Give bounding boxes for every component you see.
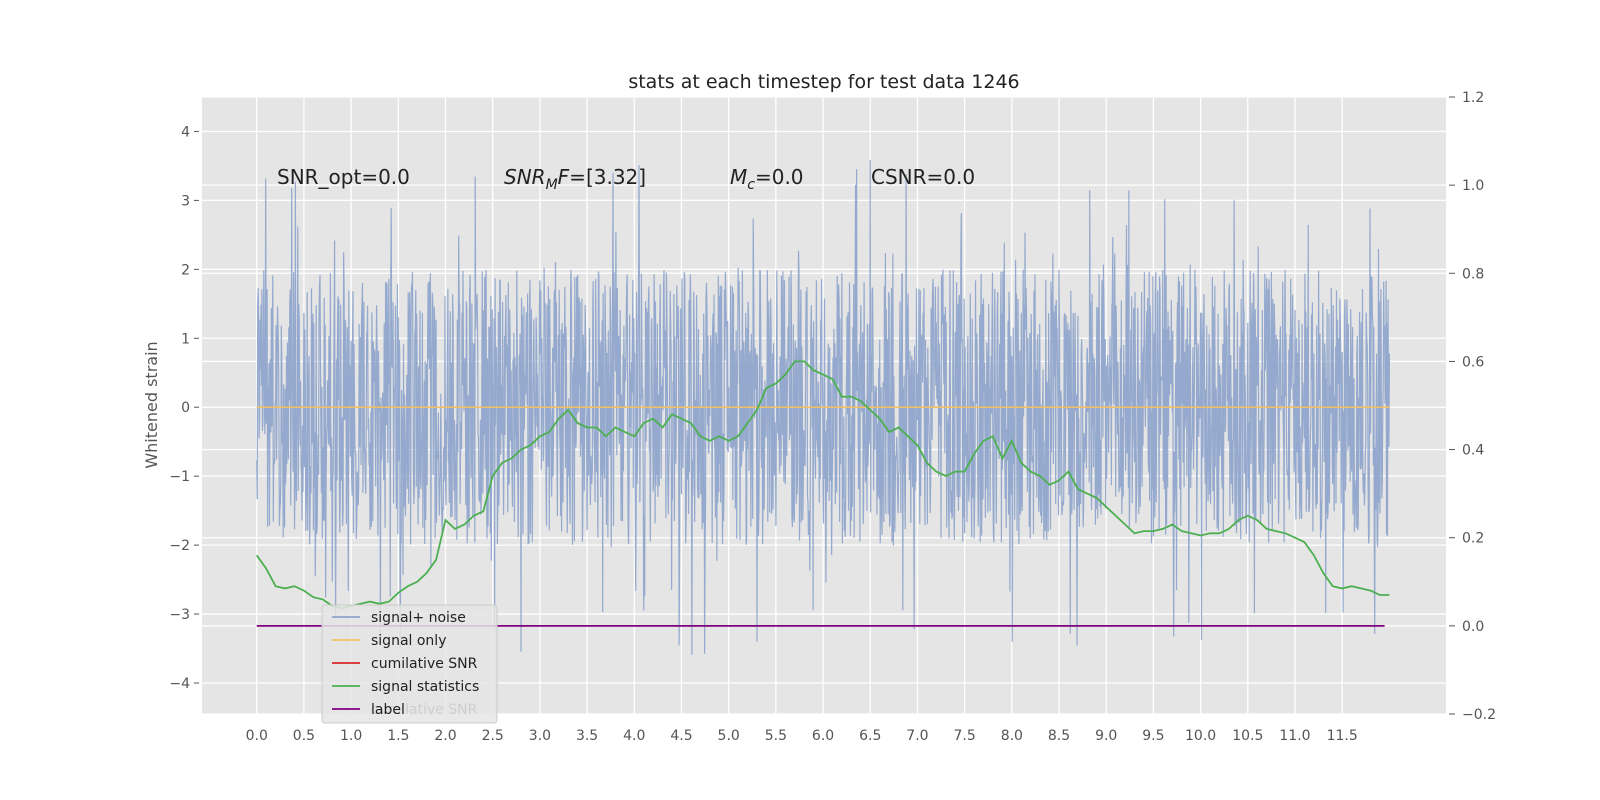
y-tick-label-1: 3 — [181, 193, 190, 209]
y-tick-label-2: 2 — [181, 262, 190, 278]
x-tick-label-13: 6.5 — [859, 728, 881, 744]
y-tick-label-0: 4 — [181, 124, 190, 140]
annotation-mc-value: =0.0 — [755, 165, 804, 189]
x-tick-label-20: 10.0 — [1185, 728, 1216, 744]
y-axis-label: Whitened strain — [142, 341, 161, 468]
y-tick-label-7: −3 — [169, 607, 190, 623]
legend-label-label: label — [371, 702, 405, 718]
series-signal-statistics — [255, 360, 1390, 610]
y2-tick-label-7: −0.2 — [1462, 707, 1496, 723]
legend-label-cumilative-snr: cumilative SNR — [371, 656, 478, 672]
legend-label-signal-statistics: signal statistics — [371, 679, 479, 695]
x-tick-label-17: 8.5 — [1048, 728, 1070, 744]
annotation-snr-mf-eq: = — [569, 165, 586, 189]
x-tick-label-10: 5.0 — [718, 728, 740, 744]
y2-tick-label-4: 0.4 — [1462, 443, 1484, 459]
x-tick-label-8: 4.0 — [623, 728, 645, 744]
x-tick-label-15: 7.5 — [954, 728, 976, 744]
y-tick-label-3: 1 — [181, 331, 190, 347]
annotation-snr-mf: SNRMF=[3.32] — [504, 165, 646, 193]
y-tick-label-4: 0 — [181, 400, 190, 416]
y-tick-label-8: −4 — [169, 676, 190, 692]
series-signal-noise — [256, 159, 1390, 655]
legend-box — [321, 604, 498, 724]
x-tick-label-22: 11.0 — [1279, 728, 1310, 744]
y2-tick-label-0: 1.2 — [1462, 90, 1484, 106]
x-tick-label-12: 6.0 — [812, 728, 834, 744]
x-tick-label-9: 4.5 — [670, 728, 692, 744]
annotation-snr-mf-sub: M — [546, 177, 558, 193]
x-tick-label-19: 9.5 — [1142, 728, 1164, 744]
annotation-mc-sub: c — [747, 177, 755, 193]
annotation-snr-opt: SNR_opt=0.0 — [277, 165, 410, 189]
noise-layer — [256, 159, 1390, 655]
y2-tick-label-3: 0.6 — [1462, 354, 1484, 370]
x-tick-label-7: 3.5 — [576, 728, 598, 744]
annotation-csnr: CSNR=0.0 — [871, 165, 975, 189]
x-tick-label-11: 5.5 — [765, 728, 787, 744]
x-tick-label-4: 2.0 — [434, 728, 456, 744]
x-tick-label-14: 7.0 — [906, 728, 928, 744]
x-tick-label-18: 9.0 — [1095, 728, 1117, 744]
chart-title: stats at each timestep for test data 124… — [628, 71, 1019, 93]
x-tick-label-21: 10.5 — [1232, 728, 1263, 744]
y2-tick-label-2: 0.8 — [1462, 266, 1484, 282]
x-tick-label-3: 1.5 — [387, 728, 409, 744]
x-tick-label-2: 1.0 — [340, 728, 362, 744]
y2-tick-label-5: 0.2 — [1462, 531, 1484, 547]
x-tick-label-5: 2.5 — [482, 728, 504, 744]
annotation-snr-mf-tail: F — [558, 165, 570, 189]
legend: cumilative SNR signal+ noise signal only… — [321, 604, 498, 724]
x-tick-label-1: 0.5 — [293, 728, 315, 744]
x-tick-label-6: 3.0 — [529, 728, 551, 744]
annotation-snr-mf-main: SNR — [504, 165, 546, 189]
legend-label-signal-noise: signal+ noise — [371, 610, 466, 626]
y2-tick-label-6: 0.0 — [1462, 619, 1484, 635]
ticks-layer: 0.0 0.5 1.0 1.5 2.0 2.5 3.0 3.5 4.0 4.5 5.0 5.5 6.0 6… — [169, 90, 1496, 744]
y-tick-label-5: −1 — [169, 469, 190, 485]
y2-tick-label-1: 1.0 — [1462, 178, 1484, 194]
annotation-mc-main: M — [730, 165, 747, 189]
annotation-mc: Mc=0.0 — [730, 165, 804, 193]
annotation-snr-mf-value: [3.32] — [586, 165, 646, 189]
legend-overlap-text: cumilative SNR — [371, 702, 478, 718]
x-tick-label-16: 8.0 — [1001, 728, 1023, 744]
x-tick-label-23: 11.5 — [1327, 728, 1358, 744]
y-tick-label-6: −2 — [169, 538, 190, 554]
x-tick-label-0: 0.0 — [246, 728, 268, 744]
legend-label-signal-only: signal only — [371, 633, 446, 649]
